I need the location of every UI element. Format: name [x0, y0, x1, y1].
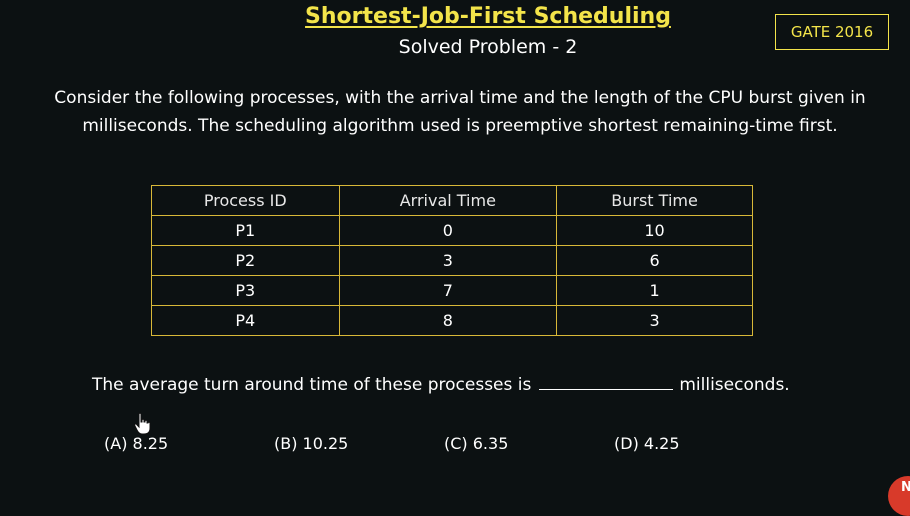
prompt-text: The average turn around time of these pr…: [92, 375, 532, 395]
cell-burst-time: 3: [556, 305, 753, 336]
option-a[interactable]: (A) 8.25: [104, 434, 169, 453]
answer-prompt: The average turn around time of these pr…: [92, 375, 790, 395]
column-header-burst-time: Burst Time: [556, 185, 753, 216]
page-subtitle: Solved Problem - 2: [398, 36, 578, 58]
exam-badge: GATE 2016: [775, 14, 889, 50]
cell-process-id: P4: [151, 305, 340, 336]
table-header-row: Process ID Arrival Time Burst Time: [151, 185, 753, 216]
process-table: Process ID Arrival Time Burst Time P1 0 …: [151, 185, 753, 336]
cell-burst-time: 6: [556, 245, 753, 276]
option-c[interactable]: (C) 6.35: [444, 434, 509, 453]
table-row: P4 8 3: [151, 305, 753, 336]
hand-pointer-cursor-icon: [134, 412, 151, 435]
column-header-process-id: Process ID: [151, 185, 340, 216]
table-row: P3 7 1: [151, 275, 753, 306]
page-title: Shortest-Job-First Scheduling: [305, 4, 671, 29]
cell-arrival-time: 0: [338, 215, 558, 246]
cell-burst-time: 1: [556, 275, 753, 306]
question-text: Consider the following processes, with t…: [54, 88, 866, 136]
channel-logo-letter: N: [901, 480, 910, 495]
cell-process-id: P1: [151, 215, 340, 246]
cell-arrival-time: 8: [338, 305, 558, 336]
cell-arrival-time: 3: [338, 245, 558, 276]
answer-blank: [539, 375, 674, 390]
option-b[interactable]: (B) 10.25: [274, 434, 349, 453]
table-row: P1 0 10: [151, 215, 753, 246]
cell-process-id: P2: [151, 245, 340, 276]
option-d[interactable]: (D) 4.25: [614, 434, 680, 453]
table-row: P2 3 6: [151, 245, 753, 276]
cell-process-id: P3: [151, 275, 340, 306]
cell-arrival-time: 7: [338, 275, 558, 306]
cell-burst-time: 10: [556, 215, 753, 246]
prompt-unit: milliseconds.: [679, 375, 790, 395]
channel-logo-icon: N: [888, 476, 910, 516]
column-header-arrival-time: Arrival Time: [338, 185, 558, 216]
